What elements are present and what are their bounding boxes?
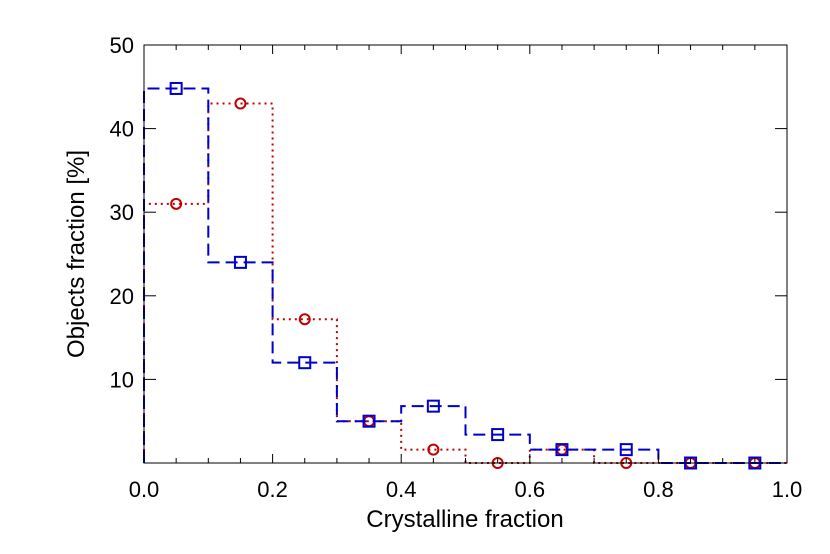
y-tick-label: 40	[110, 117, 134, 142]
series-2-point	[233, 255, 247, 269]
y-axis-title: Objects fraction [%]	[63, 150, 90, 358]
series-2-point	[362, 414, 376, 428]
series-2-point	[555, 443, 569, 457]
series-2-point	[298, 356, 312, 370]
y-tick-label: 50	[110, 33, 134, 58]
x-tick-label: 0.8	[643, 477, 674, 502]
series-2-point	[619, 443, 633, 457]
series-2-point	[426, 399, 440, 413]
x-tick-label: 1.0	[772, 477, 803, 502]
x-tick-label: 0.0	[129, 477, 160, 502]
x-tick-label: 0.6	[515, 477, 546, 502]
series-2-point	[491, 428, 505, 442]
x-axis-title: Crystalline fraction	[366, 506, 563, 533]
series-1-point	[170, 197, 183, 210]
ticks-layer	[143, 44, 788, 463]
series-1-point	[234, 97, 247, 110]
series-step-line-2	[143, 87, 787, 464]
y-tick-label: 30	[110, 200, 134, 225]
series-layer	[143, 81, 787, 470]
y-tick-label: 10	[110, 367, 134, 392]
series-1-point	[298, 313, 311, 326]
series-2-point	[169, 81, 183, 95]
labels-layer: 0.0 0.2 0.4 0.6 0.8 1.0 10 20 30 40 50	[110, 33, 803, 502]
x-tick-label: 0.2	[257, 477, 288, 502]
x-tick-label: 0.4	[386, 477, 417, 502]
y-tick-label: 20	[110, 284, 134, 309]
series-1-point	[427, 443, 440, 456]
